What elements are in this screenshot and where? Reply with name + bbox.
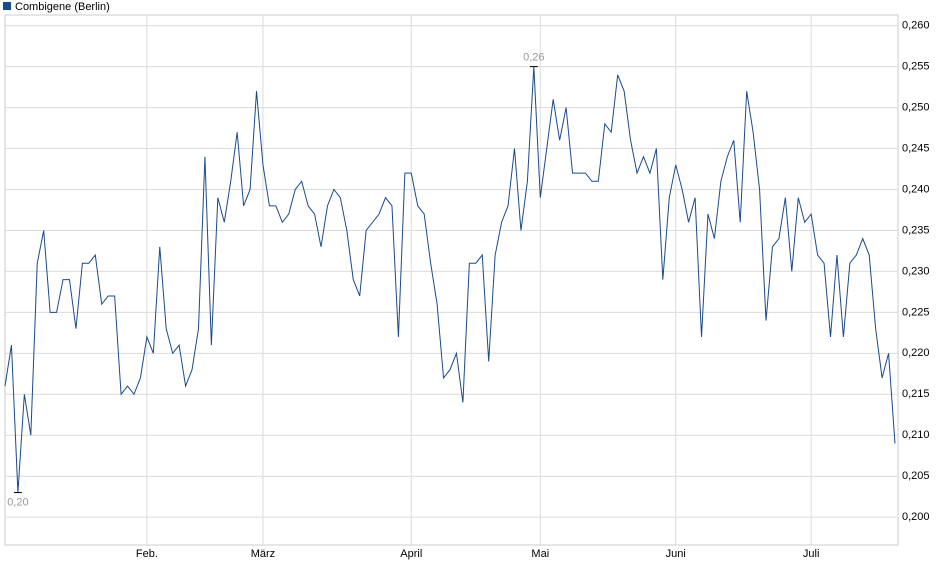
price-line xyxy=(4,66,896,493)
y-tick-label: 0,245 xyxy=(902,142,930,154)
legend-label: Combigene (Berlin) xyxy=(15,1,110,13)
y-tick-label: 0,205 xyxy=(902,470,930,482)
y-tick-label: 0,225 xyxy=(902,306,930,318)
y-tick-label: 0,260 xyxy=(902,20,930,32)
y-tick-label: 0,255 xyxy=(902,61,930,73)
y-tick-label: 0,210 xyxy=(902,429,930,441)
y-tick-label: 0,230 xyxy=(902,265,930,277)
x-tick-label: Juli xyxy=(803,548,820,560)
y-tick-label: 0,200 xyxy=(902,511,930,523)
extreme-label: 0,20 xyxy=(7,496,28,508)
y-tick-label: 0,220 xyxy=(902,347,930,359)
x-tick-label: März xyxy=(251,548,275,560)
y-tick-label: 0,250 xyxy=(902,101,930,113)
plot-area xyxy=(4,14,899,546)
x-tick-label: Juni xyxy=(666,548,686,560)
y-tick-label: 0,240 xyxy=(902,183,930,195)
y-tick-label: 0,215 xyxy=(902,388,930,400)
legend-swatch xyxy=(3,2,11,10)
y-tick-label: 0,235 xyxy=(902,224,930,236)
extreme-label: 0,26 xyxy=(523,52,544,64)
x-tick-label: Feb. xyxy=(136,548,158,560)
x-tick-label: Mai xyxy=(531,548,549,560)
x-tick-label: April xyxy=(400,548,422,560)
